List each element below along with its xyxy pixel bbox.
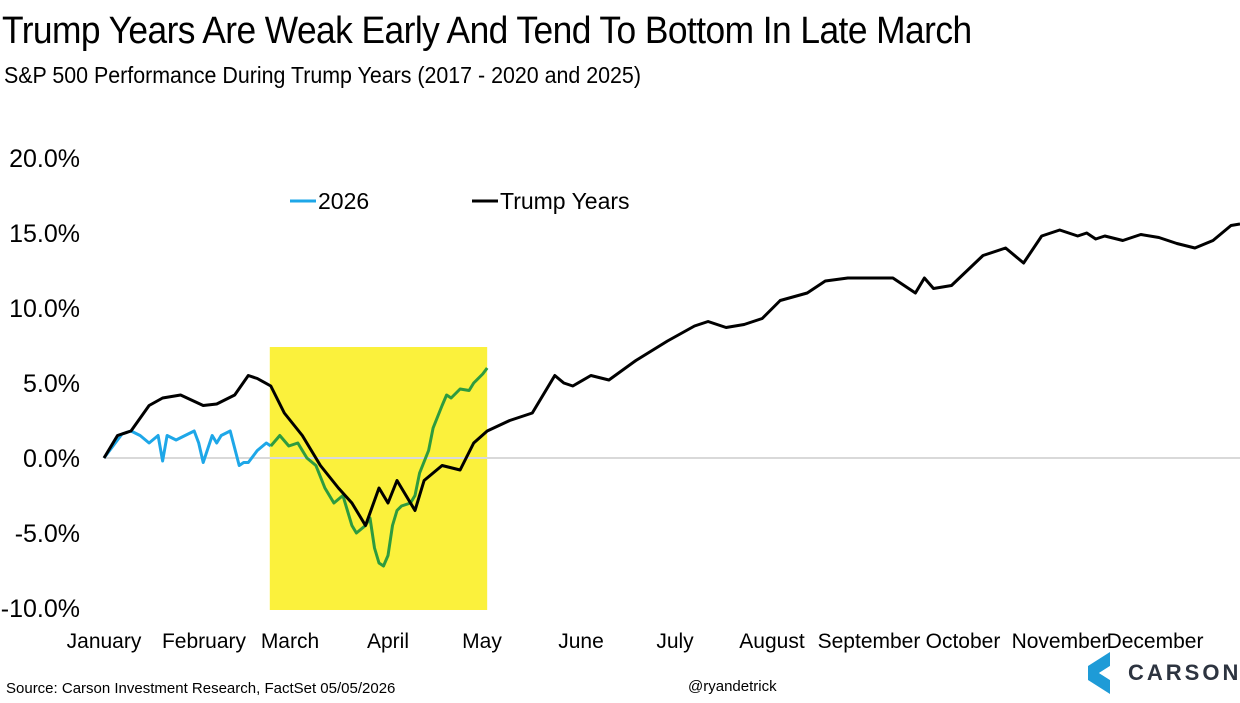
x-tick-label: September [818,630,921,653]
x-tick-label: July [656,630,694,653]
y-tick-label: 10.0% [9,295,80,323]
source-note: Source: Carson Investment Research, Fact… [6,680,396,697]
x-tick-label: May [462,630,502,653]
x-tick-label: November [1012,630,1109,653]
y-tick-label: 20.0% [9,145,80,173]
author-handle: @ryandetrick [688,678,777,695]
x-tick-label: February [162,630,247,653]
x-tick-label: October [926,630,1001,653]
x-axis: January February March April May June July Augu… [67,630,1204,653]
x-tick-label: April [367,630,409,653]
chart-subtitle: S&P 500 Performance During Trump Years (… [4,62,641,88]
series-trump-years-line [102,222,1240,527]
legend-label-2026: 2026 [318,188,369,214]
highlight-region [269,347,488,610]
legend-label-trump-years: Trump Years [500,188,630,214]
x-tick-label: March [261,630,319,653]
y-tick-label: -10.0% [1,595,80,623]
y-tick-label: 5.0% [23,370,80,398]
y-tick-label: -5.0% [15,520,80,548]
x-tick-label: August [739,630,805,653]
x-tick-label: June [558,630,604,653]
series-2026-highlight-line [269,367,489,568]
carson-logo-icon [1088,652,1110,694]
x-tick-label: December [1107,630,1204,653]
legend: 2026 Trump Years [290,188,630,214]
y-tick-label: 15.0% [9,220,80,248]
series-layer [102,222,1240,568]
brand-name: CARSON [1128,660,1240,685]
carson-brand: CARSON [1088,650,1238,696]
y-tick-label: 0.0% [23,445,80,473]
y-axis: -10.0% -5.0% 0.0% 5.0% 10.0% 15.0% 20.0% [1,145,80,623]
series-2026-line [102,429,272,467]
x-tick-label: January [67,630,142,653]
chart-title: Trump Years Are Weak Early And Tend To B… [2,10,972,52]
